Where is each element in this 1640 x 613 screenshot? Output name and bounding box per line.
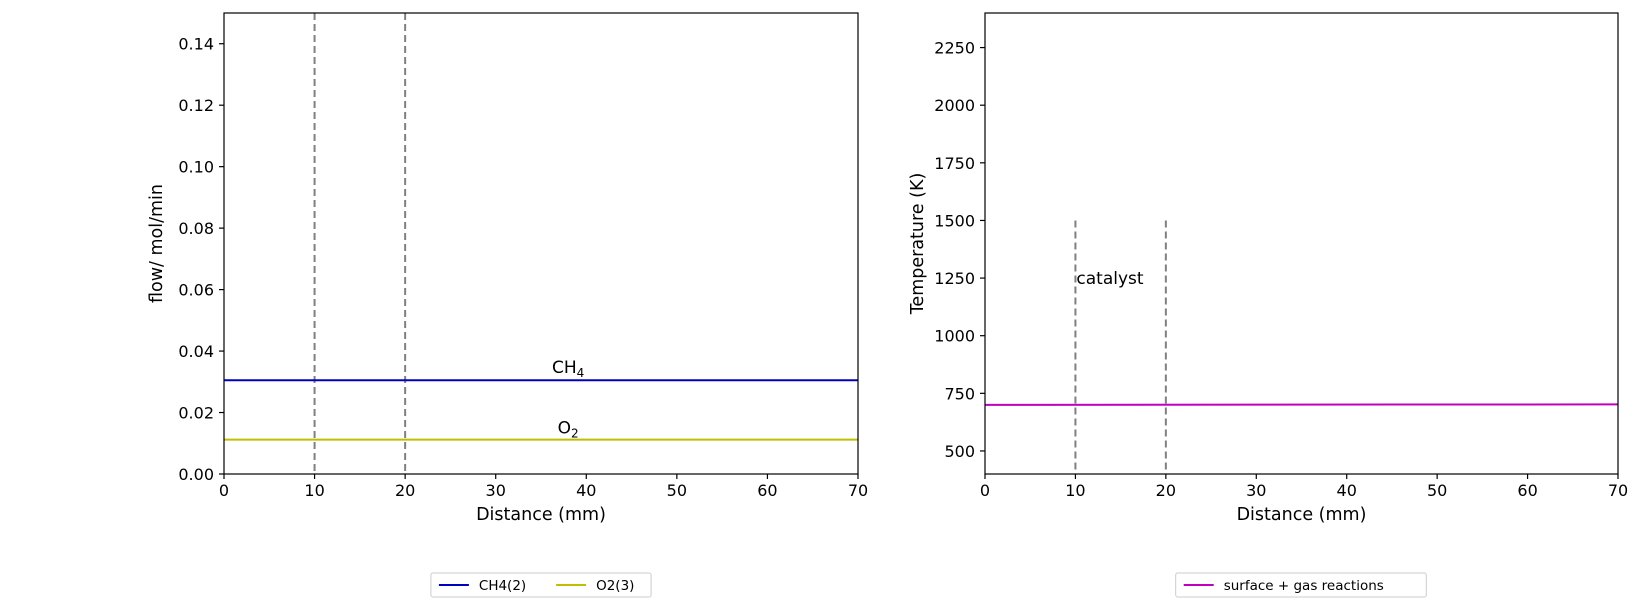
y-tick-label: 0.14 bbox=[178, 35, 214, 54]
catalyst-annotation: catalyst bbox=[1076, 269, 1143, 289]
y-tick-label: 1250 bbox=[934, 269, 975, 288]
x-tick-label: 10 bbox=[1065, 481, 1085, 500]
x-tick-label: 10 bbox=[304, 481, 324, 500]
x-tick-label: 30 bbox=[1246, 481, 1266, 500]
legend: CH4(2) O2(3) bbox=[431, 573, 651, 597]
x-tick-label: 60 bbox=[1517, 481, 1537, 500]
x-tick-label: 40 bbox=[1337, 481, 1357, 500]
legend-label-1: O2(3) bbox=[596, 578, 634, 594]
y-tick-label: 1500 bbox=[934, 211, 975, 230]
x-axis-label: Distance (mm) bbox=[1237, 505, 1367, 525]
y-tick-label: 0.12 bbox=[178, 96, 214, 115]
x-tick-label: 0 bbox=[980, 481, 990, 500]
x-tick-label: 40 bbox=[576, 481, 596, 500]
x-axis-label: Distance (mm) bbox=[476, 505, 606, 525]
x-tick-label: 70 bbox=[1608, 481, 1628, 500]
x-tick-label: 30 bbox=[486, 481, 506, 500]
legend: surface + gas reactions bbox=[1176, 573, 1427, 597]
y-tick-label: 0.04 bbox=[178, 342, 214, 361]
flow-chart: 0 10 20 30 40 50 60 70 0.00 0.02 0.04 0.06 0.08 0.10 0… bbox=[147, 13, 868, 597]
temperature-chart: 0 10 20 30 40 50 60 70 500 750 1000 1250 1500 1750 200… bbox=[908, 13, 1628, 597]
y-tick-label: 0.06 bbox=[178, 281, 214, 300]
y-tick-label: 500 bbox=[944, 442, 975, 461]
y-tick-label: 0.02 bbox=[178, 404, 214, 423]
species-annotation-1: O2 bbox=[558, 419, 579, 441]
species-annotation-0: CH4 bbox=[552, 358, 584, 380]
y-tick-label: 0.10 bbox=[178, 158, 214, 177]
plot-frame bbox=[224, 13, 858, 474]
y-tick-label: 1000 bbox=[934, 327, 975, 346]
y-tick-label: 1750 bbox=[934, 154, 975, 173]
y-tick-label: 2000 bbox=[934, 96, 975, 115]
y-axis-label: flow/ mol/min bbox=[147, 184, 167, 303]
x-tick-label: 60 bbox=[757, 481, 777, 500]
y-tick-label: 0.08 bbox=[178, 219, 214, 238]
x-tick-label: 50 bbox=[1427, 481, 1447, 500]
y-axis-label: Temperature (K) bbox=[908, 173, 928, 316]
x-tick-label: 20 bbox=[395, 481, 415, 500]
x-tick-label: 20 bbox=[1156, 481, 1176, 500]
y-tick-label: 750 bbox=[944, 384, 975, 403]
x-tick-label: 0 bbox=[219, 481, 229, 500]
x-tick-label: 70 bbox=[848, 481, 868, 500]
y-tick-label: 0.00 bbox=[178, 465, 214, 484]
y-tick-label: 2250 bbox=[934, 39, 975, 58]
legend-label-0: CH4(2) bbox=[479, 578, 526, 594]
x-tick-label: 50 bbox=[667, 481, 687, 500]
legend-label-0: surface + gas reactions bbox=[1224, 578, 1384, 594]
